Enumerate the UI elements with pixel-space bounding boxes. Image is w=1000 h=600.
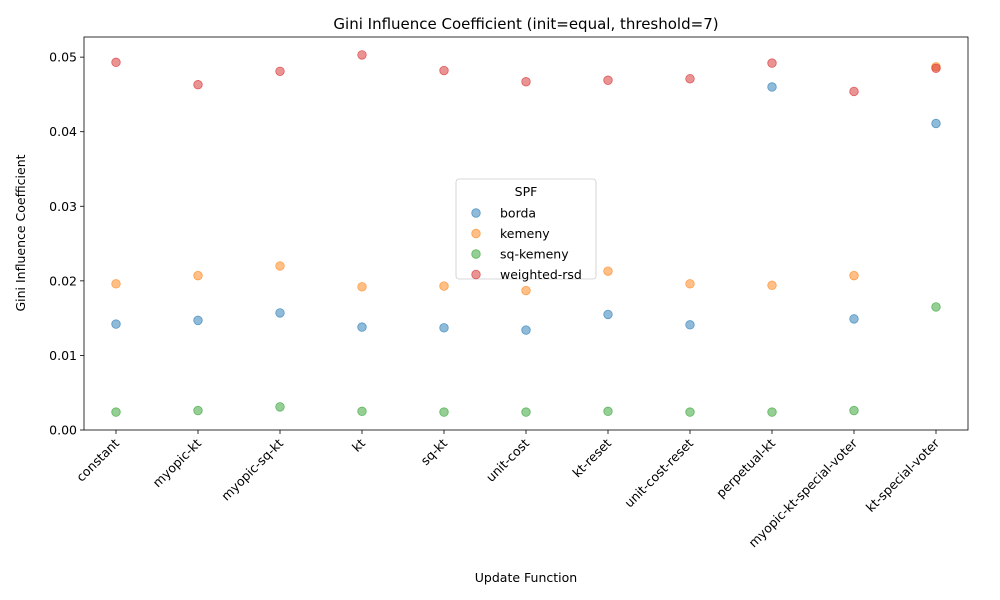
legend-marker-kemeny [471, 228, 481, 239]
legend-label-kemeny: kemeny [500, 226, 550, 241]
x-tick-label: kt-reset [569, 435, 614, 480]
point-weighted-rsd [357, 50, 367, 60]
y-tick-label: 0.01 [49, 348, 77, 363]
point-borda [275, 308, 285, 318]
point-borda [767, 82, 777, 92]
x-axis: constant myopic-kt myopic-sq-kt kt sq-kt unit… [73, 430, 943, 550]
point-kemeny [439, 281, 449, 291]
point-weighted-rsd [439, 65, 449, 76]
point-borda [931, 118, 941, 129]
point-sq-kemeny [931, 302, 941, 312]
point-kemeny [685, 279, 695, 289]
point-weighted-rsd [521, 77, 531, 87]
x-tick-label: myopic-kt [150, 435, 205, 490]
point-sq-kemeny [193, 405, 203, 416]
point-weighted-rsd [111, 57, 121, 68]
x-tick-label: unit-cost [483, 435, 532, 484]
point-weighted-rsd [849, 86, 859, 97]
point-kemeny [357, 282, 367, 292]
legend-label-weighted-rsd: weighted-rsd [500, 267, 582, 282]
x-tick-label: sq-kt [418, 435, 451, 468]
legend-title: SPF [515, 184, 538, 199]
y-axis-label: Gini Influence Coefficient [13, 154, 28, 311]
point-sq-kemeny [767, 407, 777, 417]
point-sq-kemeny [111, 407, 121, 417]
plot-area [111, 50, 941, 417]
point-weighted-rsd [275, 66, 285, 77]
point-kemeny [849, 270, 859, 281]
point-kemeny [603, 266, 613, 276]
legend-marker-borda [471, 208, 481, 218]
x-axis-label: Update Function [475, 570, 577, 585]
point-sq-kemeny [521, 407, 531, 417]
point-sq-kemeny [357, 406, 367, 417]
y-tick-label: 0.03 [49, 199, 77, 214]
legend-label-sq-kemeny: sq-kemeny [500, 247, 569, 262]
point-sq-kemeny [275, 402, 285, 412]
point-borda [111, 319, 121, 329]
point-weighted-rsd [603, 75, 613, 85]
point-sq-kemeny [849, 405, 859, 416]
point-borda [849, 314, 859, 324]
point-kemeny [111, 279, 121, 289]
y-tick-label: 0.05 [49, 50, 77, 65]
x-tick-label: kt-special-voter [863, 435, 943, 515]
x-tick-label: kt [349, 435, 368, 454]
y-axis: 0.00 0.01 0.02 0.03 0.04 0.05 [49, 50, 84, 438]
point-weighted-rsd [767, 58, 777, 68]
point-borda [357, 322, 367, 332]
point-sq-kemeny [603, 406, 613, 417]
chart-title: Gini Influence Coefficient (init=equal, … [333, 15, 718, 33]
point-sq-kemeny [439, 407, 449, 417]
point-borda [603, 309, 613, 320]
point-kemeny [521, 285, 531, 296]
point-sq-kemeny [685, 407, 695, 417]
legend: SPF borda kemeny sq-kemeny weighted-rsd [455, 178, 597, 282]
legend-label-borda: borda [500, 206, 536, 221]
point-borda [193, 315, 203, 326]
point-borda [521, 325, 531, 335]
point-kemeny [767, 280, 777, 291]
x-tick-label: perpetual-kt [713, 435, 778, 500]
y-tick-label: 0.04 [49, 124, 77, 139]
point-borda [439, 323, 449, 333]
legend-marker-sq-kemeny [471, 249, 481, 259]
x-tick-label: unit-cost-reset [621, 435, 696, 510]
point-weighted-rsd [193, 80, 203, 90]
y-tick-label: 0.02 [49, 273, 77, 288]
x-tick-label: constant [73, 435, 122, 484]
legend-marker-weighted-rsd [471, 269, 481, 280]
point-kemeny [275, 261, 285, 271]
legend-box [455, 178, 597, 280]
point-weighted-rsd [685, 74, 695, 84]
point-borda [685, 320, 695, 330]
point-weighted-rsd [931, 63, 941, 74]
x-tick-label: myopic-sq-kt [218, 435, 286, 503]
point-kemeny [193, 270, 203, 281]
y-tick-label: 0.00 [49, 423, 77, 438]
